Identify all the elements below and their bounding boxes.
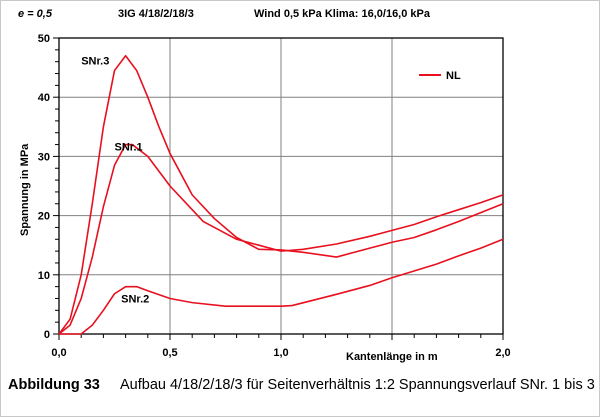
y-axis-label: Spannung in MPa: [19, 143, 31, 236]
caption: Abbildung 33 Aufbau 4/18/2/18/3 für Seit…: [8, 377, 598, 394]
conditions-label: Wind 0,5 kPa Klima: 16,0/16,0 kPa: [254, 8, 431, 20]
x-tick-label: 1,0: [273, 347, 288, 359]
y-tick-label: 0: [44, 329, 50, 341]
grid: [58, 37, 504, 335]
x-tick-label: 0,0: [51, 347, 66, 359]
y-tick-label: 40: [38, 92, 50, 104]
y-tick-label: 20: [38, 211, 50, 223]
x-tick-label: 2,0: [495, 347, 510, 359]
x-axis-label: Kantenlänge in m: [346, 351, 438, 363]
x-tick-label: 0,5: [162, 347, 177, 359]
y-tick-label: 10: [38, 270, 50, 282]
ticks: 0,0 0,5 1,0 2,0 0 10 20 30 40 50: [38, 33, 511, 359]
series-line-snr-2: [59, 238, 504, 335]
y-tick-label: 50: [38, 33, 50, 45]
series-annotation: SNr.2: [121, 294, 149, 306]
legend-label: NL: [446, 70, 461, 82]
labels: SNr.3 SNr.1 SNr.2: [81, 56, 149, 306]
caption-label: Abbildung 33: [8, 377, 100, 393]
config-label: 3IG 4/18/2/18/3: [118, 8, 194, 20]
series-annotation: SNr.3: [81, 56, 109, 68]
e-label: e = 0,5: [18, 8, 53, 20]
series-line-snr-1: [58, 143, 504, 335]
series-lines: [58, 54, 504, 335]
y-tick-label: 30: [38, 151, 50, 163]
caption-text: Aufbau 4/18/2/18/3 für Seitenverhältnis …: [120, 377, 595, 393]
series-annotation: SNr.1: [115, 141, 143, 153]
series-line-snr-3: [58, 54, 504, 335]
